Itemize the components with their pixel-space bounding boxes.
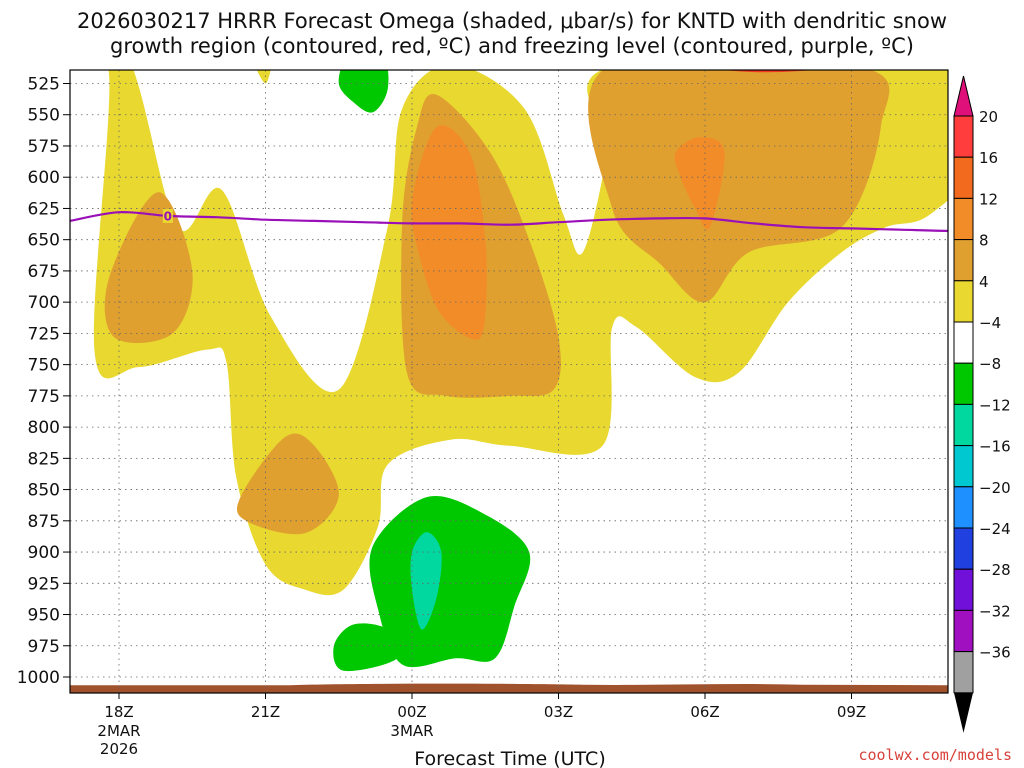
- y-tick-label-775: 775: [28, 387, 60, 407]
- colorbar-swatch-5: [953, 321, 974, 364]
- omega-region-5: [588, 70, 890, 303]
- plot-frame: [69, 69, 949, 694]
- omega-region-9: [369, 495, 531, 668]
- y-tick-label-800: 800: [28, 418, 60, 438]
- omega-region-3: [104, 192, 193, 344]
- y-tick-label-650: 650: [28, 231, 60, 251]
- colorbar-label-1: 16: [979, 149, 998, 167]
- colorbar: 20 16 12 8 4 −4 −8 −12 −16 −20 −24 −28 −32 −36: [953, 75, 1011, 733]
- x-tick-label-06Z: 06Z: [690, 703, 719, 721]
- colorbar-swatch-3: [953, 239, 974, 282]
- x-tick-label-03Z: 03Z: [544, 703, 573, 721]
- x-tick-date-18Z: 2MAR: [97, 722, 140, 740]
- colorbar-label-0: 20: [979, 108, 998, 126]
- chart-title-line1: 2026030217 HRRR Forecast Omega (shaded, …: [76, 9, 947, 33]
- y-tick-label-625: 625: [28, 199, 60, 219]
- x-tick-year-18Z: 2026: [100, 740, 138, 758]
- y-tick-label-600: 600: [28, 168, 60, 188]
- colorbar-swatch-8: [953, 445, 974, 488]
- y-tick-label-875: 875: [28, 512, 60, 532]
- colorbar-label-5: −4: [979, 314, 1001, 332]
- omega-shading: [70, 70, 948, 693]
- y-tick-label-700: 700: [28, 293, 60, 313]
- freezing-level-label: 0: [164, 209, 172, 223]
- colorbar-label-13: −36: [979, 644, 1011, 662]
- y-tick-label-750: 750: [28, 356, 60, 376]
- colorbar-label-10: −24: [979, 520, 1011, 538]
- colorbar-swatch-7: [953, 403, 974, 447]
- contours: -12 0: [70, 54, 948, 232]
- colorbar-label-6: −8: [979, 355, 1001, 373]
- colorbar-label-4: 4: [979, 273, 989, 291]
- y-tick-label-675: 675: [28, 262, 60, 282]
- y-tick-label-900: 900: [28, 543, 60, 563]
- y-tick-label-525: 525: [28, 75, 60, 95]
- freezing-label-bg: [162, 208, 173, 223]
- colorbar-label-9: −20: [979, 479, 1011, 497]
- colorbar-swatch-4: [953, 280, 974, 323]
- colorbar-swatch-10: [953, 527, 974, 570]
- colorbar-swatch-1: [953, 156, 974, 199]
- terrain-surface: [70, 683, 948, 693]
- colorbar-label-2: 12: [979, 190, 998, 208]
- y-axis: 525 550 575 600 625 650 675 700 725 750 775 800 825 8…: [17, 75, 70, 688]
- omega-region-10: [338, 70, 389, 113]
- colorbar-swatch-0: [953, 115, 974, 158]
- omega-region-11: [333, 623, 400, 672]
- omega-region-7: [411, 125, 487, 340]
- x-axis-label: Forecast Time (UTC): [414, 748, 605, 768]
- colorbar-swatch-2: [953, 197, 974, 241]
- colorbar-label-3: 8: [979, 232, 989, 250]
- colorbar-swatch-13: [953, 651, 974, 694]
- colorbar-swatch-11: [953, 568, 974, 611]
- y-tick-label-975: 975: [28, 637, 60, 657]
- dgz-contour-line: [722, 70, 812, 73]
- colorbar-label-12: −32: [979, 602, 1011, 620]
- x-tick-label-00Z: 00Z: [397, 703, 426, 721]
- colorbar-swatch-9: [953, 486, 974, 529]
- colorbar-label-8: −16: [979, 438, 1011, 456]
- y-tick-label-825: 825: [28, 449, 60, 469]
- colorbar-label-7: −12: [979, 396, 1011, 414]
- y-tick-label-725: 725: [28, 324, 60, 344]
- omega-region-2: [256, 70, 271, 84]
- y-tick-label-550: 550: [28, 106, 60, 126]
- colorbar-label-11: −28: [979, 561, 1011, 579]
- grid: [70, 70, 948, 693]
- y-tick-label-925: 925: [28, 574, 60, 594]
- y-tick-label-575: 575: [28, 137, 60, 157]
- y-tick-label-850: 850: [28, 481, 60, 501]
- dgz-contour-label: -12: [550, 54, 572, 68]
- colorbar-bottom-arrow: [954, 692, 973, 733]
- y-tick-label-950: 950: [28, 606, 60, 626]
- chart-title-line2: growth region (contoured, red, ºC) and f…: [110, 34, 914, 58]
- credit-link[interactable]: coolwx.com/models: [858, 746, 1012, 764]
- colorbar-swatch-6: [953, 362, 974, 405]
- omega-region-8: [674, 137, 725, 230]
- colorbar-top-arrow: [953, 75, 974, 117]
- omega-region-13: [410, 532, 442, 630]
- x-tick-label-09Z: 09Z: [837, 703, 866, 721]
- freezing-level-line: [70, 210, 948, 232]
- x-tick-date-00Z: 3MAR: [390, 722, 433, 740]
- x-tick-label-18Z: 18Z: [104, 703, 133, 721]
- y-tick-label-1000: 1000: [17, 668, 60, 688]
- x-tick-label-21Z: 21Z: [251, 703, 280, 721]
- colorbar-swatch-12: [953, 609, 974, 653]
